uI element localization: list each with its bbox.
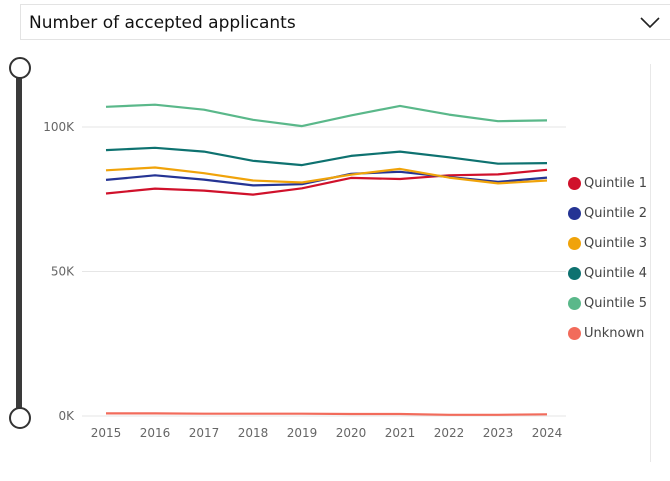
chevron-down-icon <box>640 17 660 29</box>
legend-label: Quintile 2 <box>584 205 648 221</box>
legend-item-quintile-1[interactable]: Quintile 1 <box>568 168 647 198</box>
x-tick-label: 2019 <box>287 426 318 440</box>
legend-dot-icon <box>568 236 581 250</box>
legend-dot-icon <box>568 326 581 340</box>
dropdown-selected-value: Number of accepted applicants <box>29 13 296 33</box>
y-tick-label: 0K <box>58 409 75 423</box>
legend-dot-icon <box>568 296 581 310</box>
legend-label: Quintile 5 <box>584 295 648 311</box>
legend-dot-icon <box>568 266 581 280</box>
series-line-unknown <box>106 412 548 416</box>
x-tick-label: 2023 <box>483 426 514 440</box>
y-tick-label: 100K <box>43 120 75 134</box>
legend-label: Quintile 1 <box>584 175 648 191</box>
series-line-quintile-5 <box>105 103 548 128</box>
panel-divider <box>650 64 651 462</box>
x-tick-label: 2015 <box>91 426 122 440</box>
x-tick-label: 2018 <box>238 426 269 440</box>
series-line-quintile-4 <box>105 146 548 167</box>
legend-label: Quintile 4 <box>584 265 648 281</box>
legend-item-quintile-5[interactable]: Quintile 5 <box>568 288 647 318</box>
legend-item-quintile-3[interactable]: Quintile 3 <box>568 228 647 258</box>
legend-dot-icon <box>568 176 581 190</box>
x-tick-label: 2020 <box>336 426 367 440</box>
x-tick-label: 2021 <box>385 426 416 440</box>
legend-item-quintile-2[interactable]: Quintile 2 <box>568 198 647 228</box>
chart-legend: Quintile 1 Quintile 2 Quintile 3 Quintile 4… <box>568 168 647 348</box>
x-tick-label: 2017 <box>189 426 220 440</box>
range-slider-bottom-handle[interactable] <box>9 407 31 429</box>
range-slider-top-handle[interactable] <box>9 57 31 79</box>
legend-label: Unknown <box>584 325 645 341</box>
legend-item-quintile-4[interactable]: Quintile 4 <box>568 258 647 288</box>
series-line-quintile-3 <box>105 166 548 185</box>
legend-item-unknown[interactable]: Unknown <box>568 318 647 348</box>
x-tick-label: 2016 <box>140 426 171 440</box>
y-tick-label: 50K <box>51 265 75 279</box>
x-tick-label: 2022 <box>434 426 465 440</box>
series-line-quintile-1 <box>105 168 548 196</box>
legend-label: Quintile 3 <box>584 235 648 251</box>
legend-dot-icon <box>568 206 581 220</box>
x-tick-label: 2024 <box>532 426 563 440</box>
range-slider-track[interactable] <box>16 66 22 418</box>
measure-dropdown[interactable]: Number of accepted applicants <box>20 4 670 40</box>
